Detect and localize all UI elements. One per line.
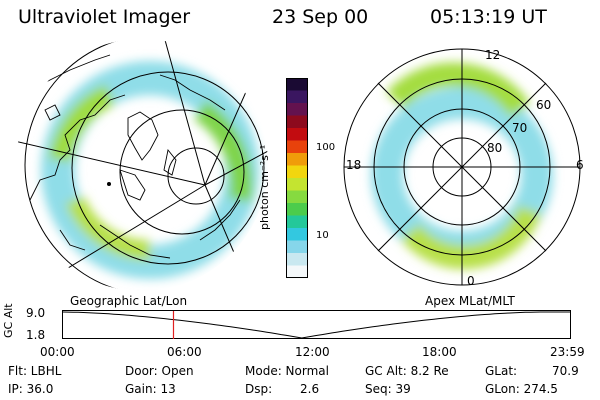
time-tick-1: 06:00 [167, 345, 202, 359]
colorbar-segment [286, 165, 308, 179]
glat-value: 70.9 [552, 364, 579, 378]
polar-label-0: 0 [467, 274, 475, 288]
ip-value: IP: 36.0 [8, 382, 54, 396]
polar-label-12: 12 [485, 48, 501, 62]
latitude-grid [24, 39, 268, 291]
colorbar-segment [286, 103, 308, 116]
colorbar-segment [286, 140, 308, 154]
altitude-tick-low: 1.8 [26, 328, 46, 342]
altitude-plot [62, 310, 571, 339]
continent-outlines [29, 54, 241, 259]
time-tick-2: 12:00 [295, 345, 330, 359]
gc-altitude: GC Alt: 8.2 Re [365, 364, 449, 378]
colorbar-segment [286, 253, 308, 266]
colorbar-segment [286, 78, 308, 91]
colorbar-segment [286, 228, 308, 241]
instrument-title: Ultraviolet Imager [18, 6, 191, 28]
colorbar-segment [286, 190, 308, 204]
polar-label-6: 6 [576, 158, 584, 172]
polar-label-80: 80 [487, 141, 503, 155]
time-tick-3: 18:00 [422, 345, 457, 359]
mode-status: Mode: Normal [245, 364, 329, 378]
polar-label-60: 60 [536, 98, 552, 112]
colorbar-segment [286, 215, 308, 229]
colorbar [286, 78, 308, 279]
dsp-value: 2.6 [300, 382, 320, 396]
time-tick-4: 23:59 [550, 345, 585, 359]
colorbar-segment [286, 178, 308, 191]
polar-grid [343, 48, 581, 286]
gain-value: Gain: 13 [125, 382, 176, 396]
altitude-plot-right-title: Apex MLat/MLT [425, 294, 515, 308]
altitude-tick-high: 9.0 [26, 306, 46, 320]
observation-date: 23 Sep 00 [272, 6, 369, 28]
polar-label-18: 18 [346, 158, 362, 172]
observation-time: 05:13:19 UT [430, 6, 547, 28]
dsp-label: Dsp: [245, 382, 273, 396]
colorbar-segment [286, 240, 308, 254]
sequence-number: Seq: 39 [365, 382, 411, 396]
glat-label: GLat: [485, 364, 518, 378]
aurora-oval-geographic [41, 61, 259, 279]
glon-value: GLon: 274.5 [485, 382, 558, 396]
altitude-axis-label: GC Alt [2, 303, 15, 338]
colorbar-tick-10: 10 [316, 230, 329, 241]
colorbar-unit-label: photon cm⁻²s⁻¹ [258, 144, 271, 230]
altitude-plot-left-title: Geographic Lat/Lon [70, 294, 188, 308]
colorbar-segment [286, 153, 308, 166]
filter-label: Flt: LBHL [8, 364, 62, 378]
colorbar-segment [286, 115, 308, 129]
colorbar-tick-100: 100 [316, 142, 336, 153]
door-status: Door: Open [125, 364, 194, 378]
colorbar-segment [286, 265, 308, 279]
time-tick-0: 00:00 [40, 345, 75, 359]
polar-label-70: 70 [512, 121, 528, 135]
colorbar-segment [286, 128, 308, 141]
colorbar-segment [286, 90, 308, 104]
colorbar-segment [286, 203, 308, 216]
